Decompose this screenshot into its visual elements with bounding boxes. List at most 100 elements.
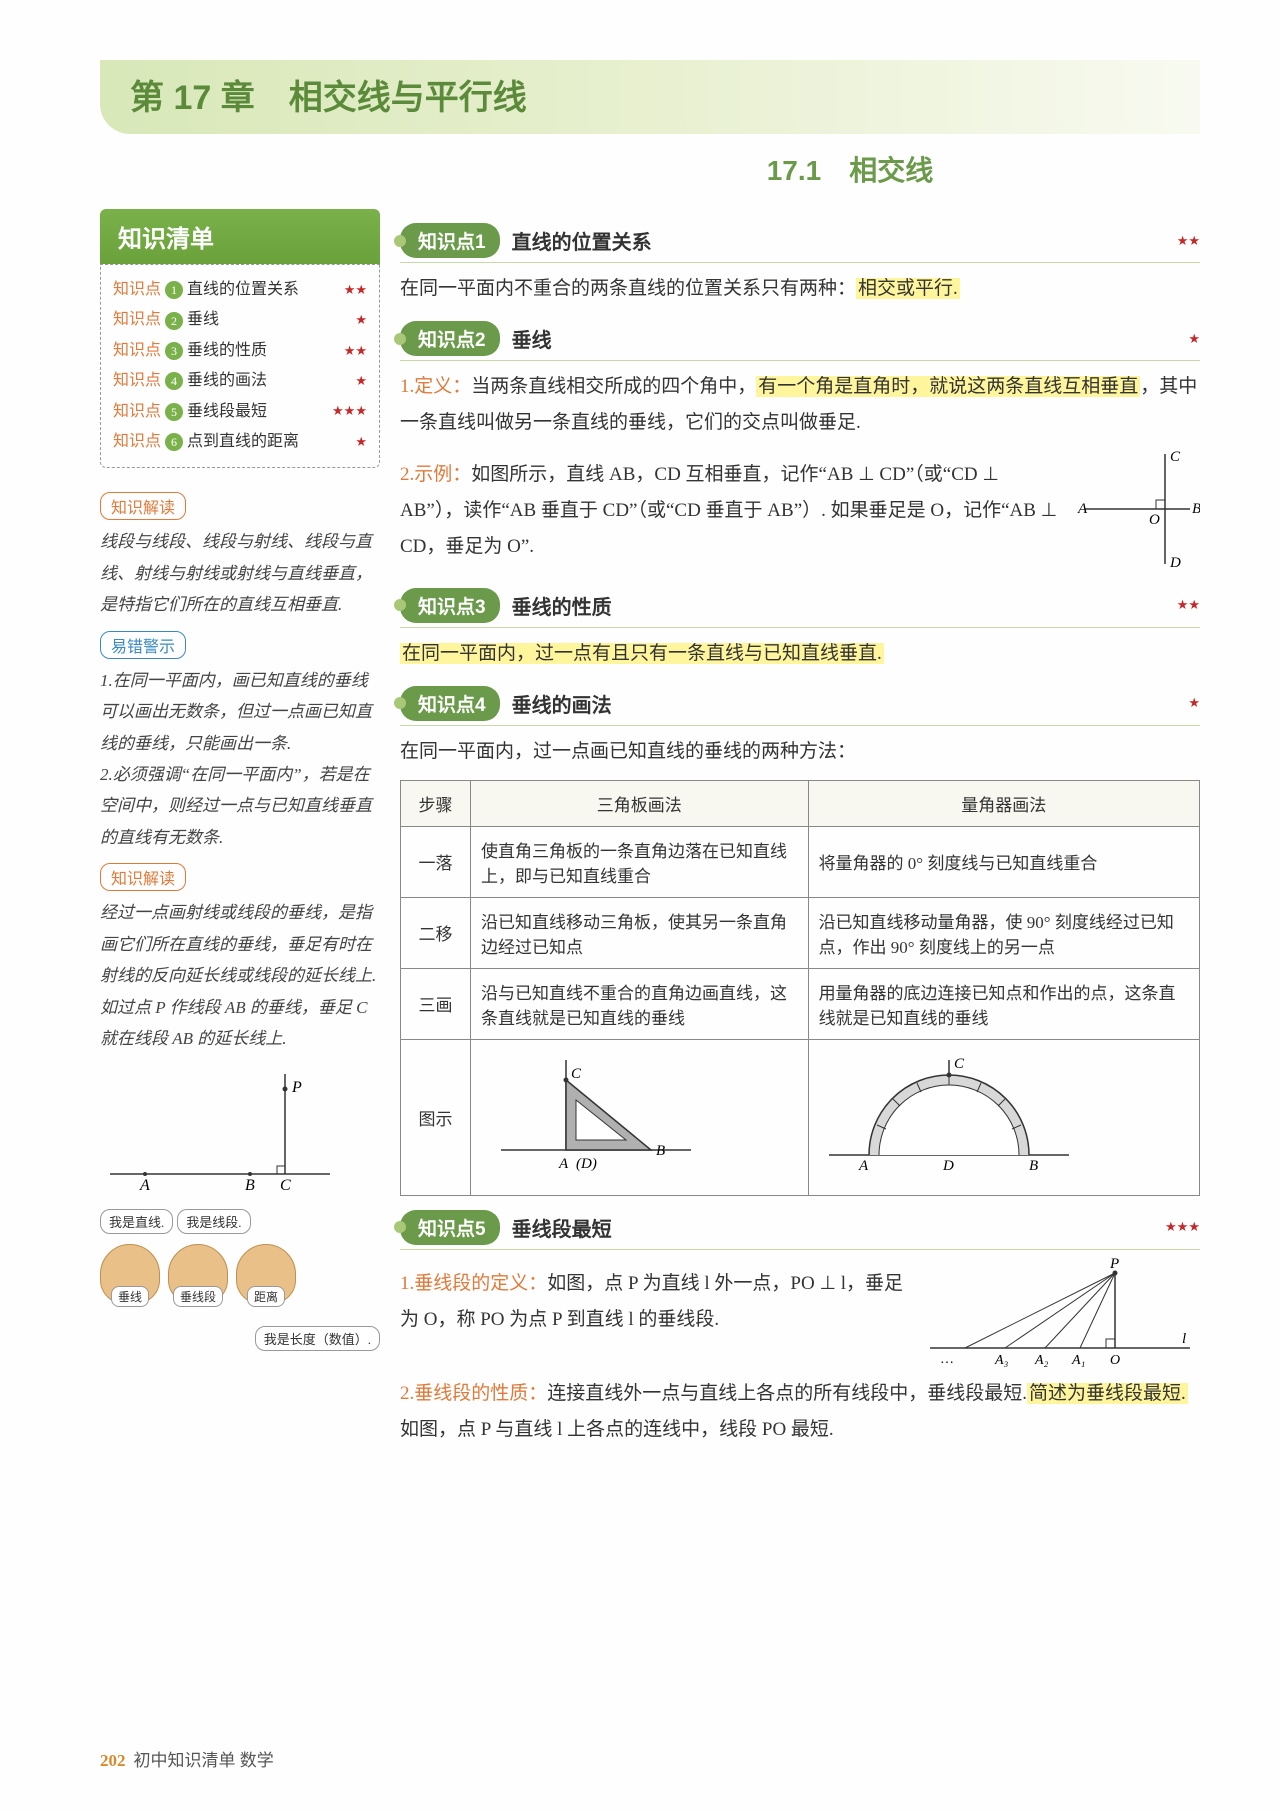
kp1-header: 知识点1 直线的位置关系 ★★ <box>400 223 1200 263</box>
svg-text:C: C <box>280 1177 291 1194</box>
chapter-title: 第 17 章 相交线与平行线 <box>130 70 1170 119</box>
star-icon: ★ <box>1188 695 1200 711</box>
kp-item: 知识点2 垂线★ <box>113 305 367 335</box>
footer-text: 初中知识清单 数学 <box>134 1751 274 1770</box>
svg-text:A: A <box>139 1177 150 1194</box>
star-icon: ★★ <box>1177 233 1200 249</box>
page-footer: 202初中知识清单 数学 <box>100 1746 274 1771</box>
interpret-label: 知识解读 <box>100 492 186 520</box>
kp-badge: 知识点4 <box>400 686 500 721</box>
character-row: 我是直线. 我是线段. <box>100 1209 380 1236</box>
knowledge-list: 知识点1 直线的位置关系★★ 知识点2 垂线★ 知识点3 垂线的性质★★ 知识点… <box>100 264 380 468</box>
sidebar: 知识清单 知识点1 直线的位置关系★★ 知识点2 垂线★ 知识点3 垂线的性质★… <box>100 209 380 1456</box>
def-label: 1.垂线段的定义： <box>400 1273 547 1294</box>
step-cell: 三画 <box>401 968 471 1039</box>
mistake-text: 2.必须强调“在同一平面内”，若是在空间中，则经过一点与已知直线垂直的直线有无数… <box>100 759 380 853</box>
ex-label: 2.示例： <box>400 464 471 485</box>
character-icon: 垂线 <box>100 1244 160 1304</box>
perpendicular-diagram: A B C D O <box>1070 449 1200 569</box>
triangle-ruler-icon: A (D) B C <box>481 1050 701 1180</box>
star-icon: ★ <box>355 308 367 333</box>
highlight-text: 简述为垂线段最短. <box>1027 1383 1188 1404</box>
kp2-header: 知识点2 垂线 ★ <box>400 321 1200 361</box>
kp-item: 知识点6 点到直线的距离★ <box>113 427 367 457</box>
table-row: 一落 使直角三角板的一条直角边落在已知直线上，即与已知直线重合 将量角器的 0°… <box>401 826 1200 897</box>
kp2-example-row: 2.示例：如图所示，直线 AB，CD 互相垂直，记作“AB ⊥ CD”（或“CD… <box>400 449 1200 573</box>
svg-text:B: B <box>1029 1158 1038 1174</box>
svg-text:A: A <box>858 1158 869 1174</box>
character-icon: 距离 <box>236 1244 296 1304</box>
kp-item: 知识点5 垂线段最短★★★ <box>113 397 367 427</box>
text: 当两条直线相交所成的四个角中， <box>471 376 756 397</box>
table-row: 图示 A (D) B C <box>401 1039 1200 1195</box>
table-row: 二移 沿已知直线移动三角板，使其另一条直角边经过已知点 沿已知直线移动量角器，使… <box>401 897 1200 968</box>
cell: 用量角器的底边连接已知点和作出的点，这条直线就是已知直线的垂线 <box>808 968 1199 1039</box>
cell: 将量角器的 0° 刻度线与已知直线重合 <box>808 826 1199 897</box>
kp3-header: 知识点3 垂线的性质 ★★ <box>400 588 1200 628</box>
kp-title: 垂线的性质 <box>512 591 612 620</box>
char-label: 距离 <box>247 1286 285 1307</box>
star-icon: ★★ <box>344 339 367 364</box>
svg-text:l: l <box>1182 1331 1186 1347</box>
kp-num: 4 <box>165 372 183 390</box>
kp-badge: 知识点2 <box>400 321 500 356</box>
section-title: 17.1 相交线 <box>500 149 1200 189</box>
kp-title: 垂线的画法 <box>187 366 267 396</box>
svg-text:A₃: A₃ <box>994 1353 1009 1368</box>
interpret-label: 知识解读 <box>100 863 186 891</box>
star-icon: ★ <box>1188 331 1200 347</box>
svg-text:B: B <box>1192 501 1200 517</box>
kp-title: 点到直线的距离 <box>187 427 299 457</box>
svg-text:P: P <box>1109 1258 1119 1272</box>
star-icon: ★ <box>355 369 367 394</box>
star-icon: ★★★ <box>332 399 367 424</box>
svg-text:D: D <box>942 1158 954 1174</box>
char-label: 垂线段 <box>173 1286 223 1307</box>
kp-title: 垂线段最短 <box>512 1213 612 1242</box>
svg-text:D: D <box>1169 555 1181 569</box>
step-cell: 图示 <box>401 1039 471 1195</box>
text: 如图，点 P 与直线 l 上各点的连线中，线段 PO 最短. <box>400 1419 834 1440</box>
kp-title: 垂线的画法 <box>512 689 612 718</box>
protractor-icon: A B C D <box>819 1050 1079 1180</box>
kp-title: 垂线的性质 <box>187 336 267 366</box>
text: 如图所示，直线 AB，CD 互相垂直，记作“AB ⊥ CD”（或“CD ⊥ AB… <box>400 464 1057 557</box>
svg-text:A₂: A₂ <box>1034 1353 1049 1368</box>
main-content: 知识点1 直线的位置关系 ★★ 在同一平面内不重合的两条直线的位置关系只有两种：… <box>400 209 1200 1456</box>
text: 在同一平面内不重合的两条直线的位置关系只有两种： <box>400 278 856 299</box>
svg-text:C: C <box>954 1056 965 1072</box>
char-label: 垂线 <box>111 1286 149 1307</box>
sidebar-header: 知识清单 <box>100 209 380 264</box>
kp4-header: 知识点4 垂线的画法 ★ <box>400 686 1200 726</box>
cell: 沿与已知直线不重合的直角边画直线，这条直线就是已知直线的垂线 <box>471 968 809 1039</box>
kp-title: 垂线段最短 <box>187 397 267 427</box>
shortest-segment-diagram: P … A₃ A₂ A₁ O l <box>920 1258 1200 1368</box>
def-label: 1.定义： <box>400 376 471 397</box>
kp-item: 知识点3 垂线的性质★★ <box>113 336 367 366</box>
kp3-text: 在同一平面内，过一点有且只有一条直线与已知直线垂直. <box>400 636 1200 672</box>
col-step: 步骤 <box>401 780 471 826</box>
characters: 垂线 垂线段 距离 <box>100 1244 380 1304</box>
kp5-row: 1.垂线段的定义：如图，点 P 为直线 l 外一点，PO ⊥ l，垂足为 O，称… <box>400 1258 1200 1368</box>
star-icon: ★ <box>355 430 367 455</box>
character-icon: 垂线段 <box>168 1244 228 1304</box>
col-protractor: 量角器画法 <box>808 780 1199 826</box>
interpret-text: 线段与线段、线段与射线、线段与直线、射线与射线或射线与直线垂直，是特指它们所在的… <box>100 526 380 620</box>
highlight-text: 有一个角是直角时，就说这两条直线互相垂直 <box>756 376 1140 397</box>
kp-num: 3 <box>165 342 183 360</box>
kp2-def: 1.定义：当两条直线相交所成的四个角中，有一个角是直角时，就说这两条直线互相垂直… <box>400 369 1200 441</box>
svg-text:C: C <box>1170 449 1181 465</box>
highlight-text: 相交或平行. <box>856 278 960 299</box>
page-container: 第 17 章 相交线与平行线 17.1 相交线 知识清单 知识点1 直线的位置关… <box>0 0 1280 1811</box>
table-row: 三画 沿与已知直线不重合的直角边画直线，这条直线就是已知直线的垂线 用量角器的底… <box>401 968 1200 1039</box>
kp-num: 1 <box>165 281 183 299</box>
col-triangle: 三角板画法 <box>471 780 809 826</box>
svg-text:O: O <box>1149 512 1160 528</box>
cell: 沿已知直线移动量角器，使 90° 刻度线经过已知点，作出 90° 刻度线上的另一… <box>808 897 1199 968</box>
kp-item: 知识点4 垂线的画法★ <box>113 366 367 396</box>
method-table: 步骤 三角板画法 量角器画法 一落 使直角三角板的一条直角边落在已知直线上，即与… <box>400 780 1200 1196</box>
kp5-prop: 2.垂线段的性质：连接直线外一点与直线上各点的所有线段中，垂线段最短.简述为垂线… <box>400 1376 1200 1448</box>
kp-badge: 知识点3 <box>400 588 500 623</box>
triangle-diagram-cell: A (D) B C <box>471 1039 809 1195</box>
kp-title: 垂线 <box>187 305 219 335</box>
